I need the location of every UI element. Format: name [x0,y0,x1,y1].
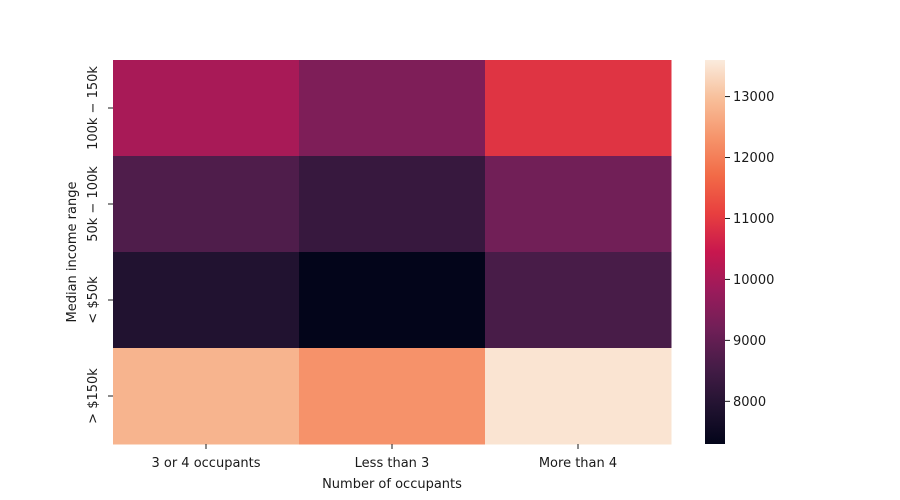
y-axis-label: Median income range [65,182,80,323]
heatmap-cell [113,252,300,349]
heatmap-cell [485,60,672,157]
colorbar-tick-label: 8000 [733,395,766,410]
x-tick-label: More than 4 [539,456,617,471]
heatmap-cell [485,348,672,445]
x-tick-label: Less than 3 [355,456,430,471]
y-tick-label: > $150k [86,368,101,424]
y-tick-label: < $50k [86,276,101,324]
x-axis-label: Number of occupants [322,477,462,492]
heatmap-cell [299,60,486,157]
heatmap-cell [485,156,672,253]
heatmap-cell [113,60,300,157]
colorbar-tick-label: 12000 [733,151,774,166]
heatmap-cell [113,348,300,445]
heatmap-cell [299,348,486,445]
colorbar-ticks: 8000 9000 10000 11000 12000 13000 [725,90,774,410]
colorbar-tick-label: 9000 [733,334,766,349]
heatmap-cell [485,252,672,349]
heatmap-cell [299,252,486,349]
colorbar [705,60,725,444]
y-axis-ticks: 100k − 150k 50k − 100k < $50k > $150k [86,66,113,424]
x-axis-ticks: 3 or 4 occupants Less than 3 More than 4 [151,444,617,471]
colorbar-tick-label: 11000 [733,212,774,227]
colorbar-tick-label: 10000 [733,273,774,288]
heatmap-cells [113,60,672,445]
heatmap-cell [299,156,486,253]
colorbar-tick-label: 13000 [733,90,774,105]
y-tick-label: 100k − 150k [86,66,101,150]
y-tick-label: 50k − 100k [86,166,101,242]
x-tick-label: 3 or 4 occupants [151,456,260,471]
heatmap-cell [113,156,300,253]
